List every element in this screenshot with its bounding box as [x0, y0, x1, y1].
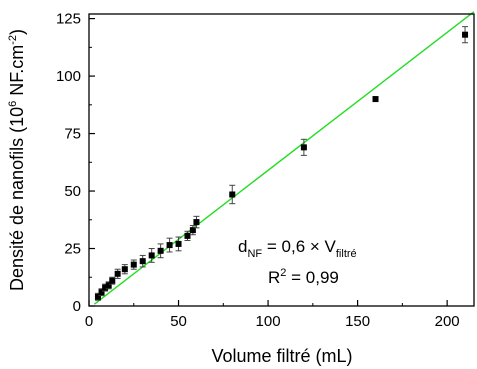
y-axis-title-unit: NF.cm	[7, 45, 27, 101]
x-tick-label: 150	[345, 313, 370, 330]
x-axis-title: Volume filtré (mL)	[211, 346, 352, 366]
data-point	[229, 184, 236, 205]
data-point	[114, 268, 121, 279]
fit-equation-lhs: d	[238, 237, 247, 256]
data-marker	[462, 31, 469, 38]
data-point	[130, 259, 137, 270]
data-marker	[300, 144, 307, 151]
data-point	[109, 276, 116, 285]
fit-equation-lhs-sub: NF	[247, 248, 262, 260]
data-point	[121, 264, 128, 275]
data-point	[372, 96, 379, 103]
data-marker	[102, 284, 109, 291]
y-tick-label: 100	[56, 68, 81, 85]
data-point	[94, 292, 101, 301]
data-point	[300, 138, 307, 156]
data-marker	[148, 252, 155, 259]
fit-equation-rhs-sub: filtré	[336, 248, 357, 260]
y-tick-label: 125	[56, 11, 81, 28]
data-point	[184, 230, 191, 241]
data-point	[157, 243, 164, 259]
data-point	[175, 236, 182, 252]
y-axis-title: Densité de nanofils (106 NF.cm-2)	[7, 29, 27, 291]
data-marker	[175, 240, 182, 247]
data-point	[139, 254, 146, 268]
data-marker	[166, 242, 173, 249]
data-marker	[157, 247, 164, 254]
y-axis-title-unit-exponent: -2	[7, 35, 19, 45]
y-tick-label: 25	[64, 241, 81, 258]
y-axis-title-close: )	[7, 29, 27, 35]
data-point	[462, 26, 469, 44]
r-squared: R2 = 0,99	[268, 267, 339, 287]
data-marker	[139, 258, 146, 265]
data-marker	[109, 277, 116, 284]
data-marker	[372, 96, 379, 103]
data-marker	[105, 282, 112, 289]
plot-content	[93, 11, 475, 305]
data-marker	[114, 270, 121, 277]
data-point	[189, 225, 196, 236]
data-point	[166, 237, 173, 253]
data-marker	[184, 232, 191, 239]
data-point	[193, 215, 200, 229]
x-tick-label: 50	[170, 313, 187, 330]
x-tick-label: 100	[256, 313, 281, 330]
data-marker	[193, 219, 200, 226]
y-tick-label: 50	[64, 183, 81, 200]
data-marker	[189, 227, 196, 234]
data-marker	[98, 289, 105, 296]
y-tick-label: 0	[73, 298, 81, 315]
y-axis-title-main: Densité de nanofils (10	[7, 107, 27, 291]
r-squared-lhs: R	[268, 268, 280, 287]
y-axis-title-exponent: 6	[7, 101, 19, 107]
data-point	[148, 248, 155, 263]
x-tick-label: 0	[85, 313, 93, 330]
fit-equation: dNF = 0,6 × Vfiltré	[238, 237, 357, 260]
data-marker	[94, 293, 101, 300]
data-marker	[130, 261, 137, 268]
data-marker	[229, 191, 236, 198]
fit-line	[93, 11, 475, 305]
plot-frame	[88, 13, 475, 307]
fit-equation-mid: = 0,6 × V	[262, 237, 336, 256]
data-marker	[121, 266, 128, 273]
r-squared-rhs: = 0,99	[286, 268, 338, 287]
axis-ticks: 0 50 100 150 200 0 25 50 75 100 125	[56, 11, 460, 330]
x-tick-label: 200	[435, 313, 460, 330]
r-squared-sup: 2	[280, 267, 286, 279]
y-tick-label: 75	[64, 126, 81, 143]
